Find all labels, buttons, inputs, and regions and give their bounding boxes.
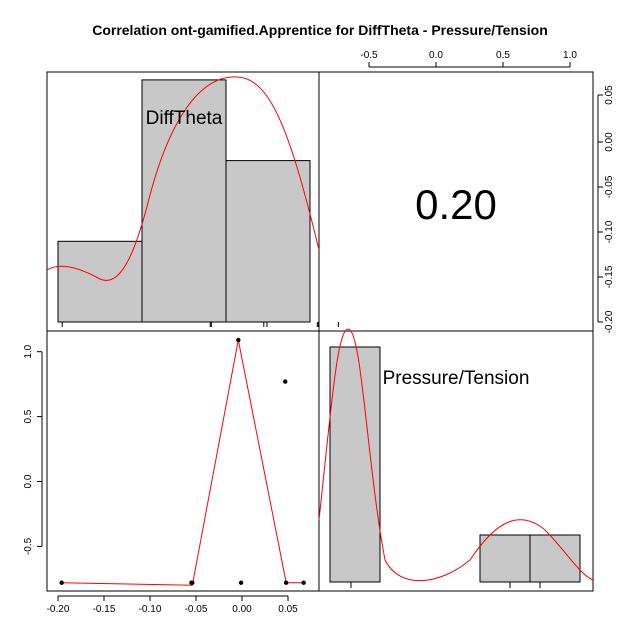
pressure-hist-bar xyxy=(479,534,531,583)
left-tick-label: 0.0 xyxy=(23,474,34,488)
scatter-point xyxy=(283,379,288,384)
pressure-hist-bar xyxy=(529,534,581,583)
difftheta-hist-bar xyxy=(225,160,311,323)
pressure-histogram-bars xyxy=(318,328,594,588)
scatter-point xyxy=(236,337,241,343)
scatter-point xyxy=(59,580,64,585)
top-tick-label: 0.0 xyxy=(429,50,443,61)
difftheta-hist-bar xyxy=(57,240,143,323)
right-tick-label: -0.10 xyxy=(604,220,615,243)
left-tick-label: 0.5 xyxy=(23,409,34,423)
correlation-value: 0.20 xyxy=(415,181,497,228)
right-tick-label: 0.00 xyxy=(604,132,615,152)
pressure-density-line xyxy=(318,328,594,582)
scatter-point xyxy=(283,580,289,585)
scatter-point xyxy=(238,580,244,585)
bottom-tick-label: 0.05 xyxy=(278,604,298,615)
scatter-point xyxy=(190,580,195,585)
chart-title: Correlation ont-gamified.Apprentice for … xyxy=(92,22,548,38)
top-tick-label: 0.5 xyxy=(496,50,510,61)
right-tick-label: 0.05 xyxy=(604,85,615,105)
difftheta-density-line xyxy=(46,76,320,281)
label-pressure-tension: Pressure/Tension xyxy=(383,368,530,389)
left-tick-label: -0.5 xyxy=(23,537,34,555)
panel-scatter xyxy=(46,330,320,592)
bottom-tick-label: -0.15 xyxy=(93,604,116,615)
label-difftheta: DiffTheta xyxy=(146,108,223,129)
difftheta-hist-bar xyxy=(141,79,227,323)
axes: -0.20 -0.15 -0.10 -0.05 0.00 0.05 -0.5 0.0 0.5 1.… xyxy=(23,50,615,615)
panel-pressure-histogram xyxy=(318,330,594,592)
bottom-tick-label: -0.10 xyxy=(139,604,162,615)
top-tick-label: -0.5 xyxy=(360,50,378,61)
bottom-tick-label: -0.05 xyxy=(185,604,208,615)
right-tick-label: -0.15 xyxy=(604,265,615,288)
difftheta-histogram-bars xyxy=(46,76,339,327)
right-tick-label: -0.05 xyxy=(604,175,615,198)
pressure-hist-bar xyxy=(329,346,381,583)
scatter-plot xyxy=(59,337,306,586)
bottom-tick-label: -0.20 xyxy=(47,604,70,615)
scatter-fit-line xyxy=(61,339,304,586)
left-tick-label: 1.0 xyxy=(23,344,34,358)
scatter-point xyxy=(301,580,306,585)
top-tick-label: 1.0 xyxy=(563,50,577,61)
right-tick-label: -0.20 xyxy=(604,310,615,333)
bottom-tick-label: 0.00 xyxy=(232,604,252,615)
